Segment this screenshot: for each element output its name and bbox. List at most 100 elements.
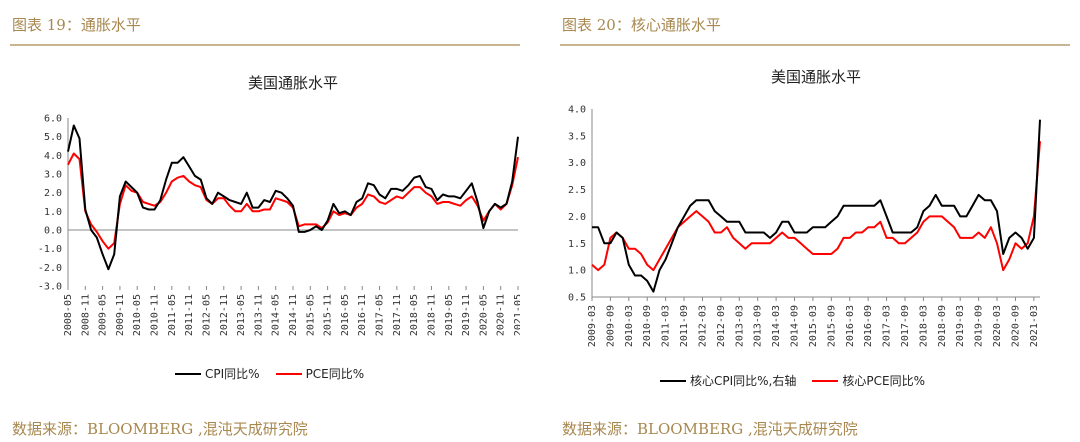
figure-caption: 图表 20：核心通胀水平 <box>562 16 721 34</box>
x-tick-label: 2013-03 <box>734 305 745 347</box>
x-tick-label: 2016-05 <box>340 294 351 336</box>
x-tick-label: 2014-09 <box>790 305 801 347</box>
chart-title: 美国通胀水平 <box>248 74 338 92</box>
x-tick-label: 2017-03 <box>882 305 893 347</box>
x-tick-label: 2015-09 <box>826 305 837 347</box>
x-tick-label: 2016-03 <box>845 305 856 347</box>
x-tick-label: 2014-11 <box>288 294 299 336</box>
divider <box>10 44 520 46</box>
y-tick-label: 5.0 <box>44 132 62 143</box>
data-source: 数据来源：BLOOMBERG ,混沌天成研究院 <box>12 420 308 438</box>
x-tick-label: 2009-11 <box>115 294 126 336</box>
y-tick-label: 3.0 <box>568 158 586 169</box>
x-tick-label: 2012-05 <box>201 294 212 336</box>
x-tick-label: 2013-09 <box>753 305 764 347</box>
x-tick-label: 2014-03 <box>771 305 782 347</box>
x-tick-label: 2017-09 <box>900 305 911 347</box>
x-tick-label: 2009-03 <box>587 305 598 347</box>
data-source: 数据来源：BLOOMBERG ,混沌天成研究院 <box>562 420 858 438</box>
x-tick-label: 2015-03 <box>808 305 819 347</box>
y-tick-label: 1.0 <box>568 266 586 277</box>
x-tick-label: 2021-05 <box>513 294 520 336</box>
figure-19: 图表 19：通胀水平 美国通胀水平 6.0 5.0 4.0 3.0 2.0 1.0 0.0 -1… <box>0 0 520 442</box>
y-tick-label: -3.0 <box>38 282 62 293</box>
x-tick-label: 2019-03 <box>955 305 966 347</box>
x-tick-label: 2021-03 <box>1029 305 1040 347</box>
y-tick-label: 2.0 <box>568 212 586 223</box>
y-tick-label: 3.5 <box>568 131 586 142</box>
y-tick-label: 3.0 <box>44 170 62 181</box>
x-tick-label: 2019-05 <box>444 294 455 336</box>
series-line-red <box>67 152 519 250</box>
x-tick-label: 2008-11 <box>80 294 91 336</box>
x-tick-label: 2015-11 <box>323 294 334 336</box>
legend-swatch <box>660 379 686 382</box>
x-tick-label: 2012-03 <box>697 305 708 347</box>
x-tick-label: 2019-09 <box>974 305 985 347</box>
chart-title: 美国通胀水平 <box>771 68 861 86</box>
x-tick-label: 2013-11 <box>253 294 264 336</box>
x-tick-label: 2010-09 <box>642 305 653 347</box>
legend-label: 核心PCE同比% <box>842 374 925 388</box>
legend-swatch <box>275 372 302 375</box>
legend-label: CPI同比% <box>205 367 260 381</box>
x-tick-label: 2010-03 <box>624 305 635 347</box>
x-tick-label: 2010-05 <box>132 294 143 336</box>
x-tick-label: 2016-11 <box>357 294 368 336</box>
x-tick-label: 2009-09 <box>605 305 616 347</box>
legend-item-core-pce: 核心PCE同比% <box>812 372 925 389</box>
y-tick-label: 0.5 <box>568 293 586 304</box>
x-tick-label: 2020-03 <box>992 305 1003 347</box>
y-tick-label: 6.0 <box>44 114 62 125</box>
y-tick-label: 4.0 <box>568 105 586 116</box>
x-tick-label: 2010-11 <box>150 294 161 336</box>
chart-legend: 核心CPI同比%,右轴 核心PCE同比% <box>660 372 941 389</box>
legend-label: 核心CPI同比%,右轴 <box>690 374 797 388</box>
series-line-red <box>591 141 1041 272</box>
x-tick-label: 2014-05 <box>271 294 282 336</box>
series-line-black <box>592 119 1041 293</box>
inflation-chart: 美国通胀水平6.05.04.03.02.01.00.0-1.0-2.0-3.02… <box>38 74 520 336</box>
x-tick-label: 2011-11 <box>184 294 195 336</box>
y-tick-label: 2.5 <box>568 185 586 196</box>
x-tick-label: 2019-11 <box>461 294 472 336</box>
x-tick-label: 2020-09 <box>1010 305 1021 347</box>
chart-container: 美国通胀水平 6.0 5.0 4.0 3.0 2.0 1.0 0.0 -1.0 -2.0 -3.0 2… <box>0 54 520 394</box>
chart-container: 美国通胀水平 4.0 3.5 3.0 2.5 2.0 1.5 1.0 0.5 2009-03 200… <box>550 54 1070 394</box>
y-tick-label: 1.5 <box>568 239 586 250</box>
legend-item-cpi: CPI同比% <box>175 365 260 382</box>
y-tick-label: 2.0 <box>44 188 62 199</box>
y-tick-label: 0.0 <box>44 226 62 237</box>
y-tick-label: 1.0 <box>44 207 62 218</box>
x-tick-label: 2015-05 <box>305 294 316 336</box>
x-tick-label: 2018-05 <box>409 294 420 336</box>
x-tick-label: 2011-05 <box>167 294 178 336</box>
x-tick-label: 2016-09 <box>863 305 874 347</box>
x-tick-label: 2013-05 <box>236 294 247 336</box>
x-tick-label: 2008-05 <box>63 294 74 336</box>
y-tick-label: -1.0 <box>38 244 62 255</box>
chart-legend: CPI同比% PCE同比% <box>175 365 380 382</box>
x-tick-label: 2012-09 <box>716 305 727 347</box>
x-tick-label: 2018-11 <box>426 294 437 336</box>
x-tick-label: 2020-05 <box>478 294 489 336</box>
legend-swatch <box>175 372 201 375</box>
legend-item-core-cpi: 核心CPI同比%,右轴 <box>660 372 796 389</box>
x-tick-label: 2017-11 <box>392 294 403 336</box>
divider <box>560 44 1070 46</box>
figure-20: 图表 20：核心通胀水平 美国通胀水平 4.0 3.5 3.0 2.5 2.0 1.5 1.0… <box>550 0 1070 442</box>
x-tick-label: 2009-05 <box>98 294 109 336</box>
y-tick-label: -2.0 <box>38 263 62 274</box>
y-tick-label: 4.0 <box>44 151 62 162</box>
x-tick-label: 2018-03 <box>918 305 929 347</box>
legend-swatch <box>812 379 839 382</box>
x-tick-label: 2012-11 <box>219 294 230 336</box>
x-tick-label: 2011-09 <box>679 305 690 347</box>
legend-item-pce: PCE同比% <box>275 365 365 382</box>
figure-caption: 图表 19：通胀水平 <box>12 16 141 34</box>
x-tick-label: 2018-09 <box>937 305 948 347</box>
legend-label: PCE同比% <box>305 367 365 381</box>
series-line-black <box>67 124 519 271</box>
x-tick-label: 2011-03 <box>661 305 672 347</box>
